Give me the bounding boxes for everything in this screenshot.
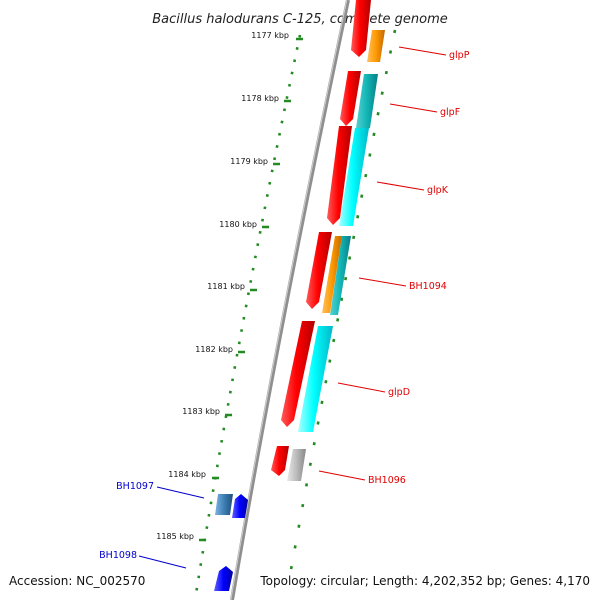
accession-text: Accession: NC_002570 xyxy=(9,574,145,588)
gene-arrow-BH1098[interactable] xyxy=(214,566,233,591)
cds-arrow-glpF[interactable] xyxy=(340,71,361,126)
tick-label-1177: 1177 kbp xyxy=(251,31,289,40)
tick-track-left xyxy=(193,34,302,600)
gene-labels: glpP glpF glpK BH1094 glpD BH1096 BH1097… xyxy=(99,50,470,561)
gene-label-glpK[interactable]: glpK xyxy=(427,185,449,196)
cds-arrow-BH1094[interactable] xyxy=(306,232,332,309)
leader-BH1096 xyxy=(318,470,366,481)
gene-label-glpP[interactable]: glpP xyxy=(449,50,470,61)
genome-backbone xyxy=(230,0,350,600)
feature-bar-glpP[interactable] xyxy=(367,30,385,62)
cds-arrow-glpD[interactable] xyxy=(281,321,315,427)
gene-label-BH1096[interactable]: BH1096 xyxy=(368,475,406,486)
tick-label-1179: 1179 kbp xyxy=(230,157,268,166)
gene-label-glpF[interactable]: glpF xyxy=(440,107,460,118)
feature-bar-BH1094-b[interactable] xyxy=(330,236,351,315)
gene-arrow-BH1097[interactable] xyxy=(232,494,248,518)
feature-bar-glpF[interactable] xyxy=(356,74,378,128)
cds-track xyxy=(271,0,371,476)
gene-leader-lines xyxy=(138,46,447,569)
leader-BH1098 xyxy=(138,555,187,569)
feature-bar-BH1097[interactable] xyxy=(215,494,233,515)
feature-bar-BH1096[interactable] xyxy=(287,449,306,481)
forward-gene-track xyxy=(214,494,248,591)
topology-text: Topology: circular; Length: 4,202,352 bp… xyxy=(259,574,590,588)
tick-label-1180: 1180 kbp xyxy=(219,220,257,229)
cds-arrow-glpP[interactable] xyxy=(351,0,371,57)
gene-label-BH1097[interactable]: BH1097 xyxy=(116,481,154,492)
leader-glpD xyxy=(337,382,386,393)
kbp-tick-marks xyxy=(199,37,303,542)
kbp-labels: 1177 kbp 1178 kbp 1179 kbp 1180 kbp 1181… xyxy=(156,31,289,541)
gene-label-BH1098[interactable]: BH1098 xyxy=(99,550,137,561)
gene-label-BH1094[interactable]: BH1094 xyxy=(409,281,447,292)
leader-glpP xyxy=(398,46,447,56)
leader-glpF xyxy=(389,103,438,113)
genome-backbone-highlight xyxy=(230,0,348,600)
leader-glpK xyxy=(376,181,425,191)
tick-label-1182: 1182 kbp xyxy=(195,345,233,354)
tick-label-1181: 1181 kbp xyxy=(207,282,245,291)
leader-BH1094 xyxy=(358,277,407,287)
tick-label-1183: 1183 kbp xyxy=(182,407,220,416)
feature-bar-glpD[interactable] xyxy=(298,326,333,432)
leader-BH1097 xyxy=(156,486,205,499)
cds-arrow-glpK[interactable] xyxy=(327,126,352,225)
feature-bar-BH1094-a[interactable] xyxy=(322,236,342,313)
cds-arrow-BH1096[interactable] xyxy=(271,446,289,476)
feature-bar-glpK[interactable] xyxy=(339,128,369,226)
tick-label-1185: 1185 kbp xyxy=(156,532,194,541)
tick-label-1184: 1184 kbp xyxy=(168,470,206,479)
map-title: Bacillus halodurans C-125, complete geno… xyxy=(152,12,448,27)
gene-label-glpD[interactable]: glpD xyxy=(388,387,410,398)
tick-label-1178: 1178 kbp xyxy=(241,94,279,103)
feature-track xyxy=(287,30,385,481)
